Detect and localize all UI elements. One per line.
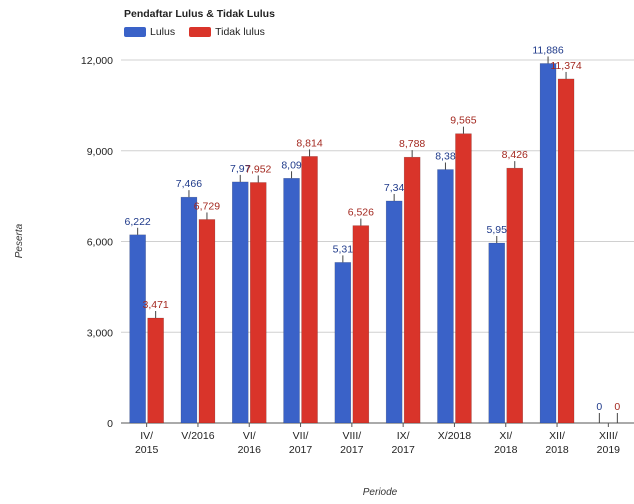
data-label-tidak-lulus: 9,565 xyxy=(450,115,476,127)
data-label-lulus: 8,09 xyxy=(281,159,302,171)
x-tick-label: V/2016 xyxy=(181,430,214,442)
x-tick-label: 2017 xyxy=(340,444,364,456)
legend: Lulus Tidak lulus xyxy=(124,26,265,38)
legend-swatch-tidak-lulus xyxy=(189,27,212,37)
x-tick-label: IV/ xyxy=(140,430,153,442)
data-label-lulus: 5,31 xyxy=(333,243,354,255)
data-label-lulus: 0 xyxy=(596,401,602,413)
data-label-lulus: 7,97 xyxy=(230,163,251,175)
x-tick-label: XIII/ xyxy=(599,430,618,442)
x-tick-label: VIII/ xyxy=(343,430,362,442)
data-label-lulus: 7,466 xyxy=(176,178,202,190)
legend-swatch-lulus xyxy=(124,27,146,37)
data-label-tidak-lulus: 0 xyxy=(614,401,620,413)
legend-label-lulus: Lulus xyxy=(150,26,176,38)
x-tick-label: 2017 xyxy=(289,444,313,456)
x-tick-label: 2018 xyxy=(494,444,518,456)
chart-title: Pendaftar Lulus & Tidak Lulus xyxy=(124,8,275,20)
bar-lulus xyxy=(488,242,505,424)
data-label-lulus: 6,222 xyxy=(125,216,151,228)
x-tick-label: VI/ xyxy=(243,430,256,442)
data-label-tidak-lulus: 7,952 xyxy=(245,163,271,175)
x-tick-label: IX/ xyxy=(397,430,410,442)
data-label-lulus: 7,34 xyxy=(384,182,405,194)
y-tick-label: 6,000 xyxy=(87,237,113,249)
x-tick-label: 2015 xyxy=(135,444,159,456)
bar-lulus xyxy=(180,196,198,424)
x-tick-label: 2018 xyxy=(545,444,569,456)
x-tick-label: 2017 xyxy=(391,444,415,456)
bar-tidak-lulus xyxy=(147,317,164,424)
data-label-tidak-lulus: 11,374 xyxy=(550,60,581,72)
x-tick-label: XI/ xyxy=(499,430,512,442)
legend-item-tidak-lulus: Tidak lulus xyxy=(189,26,265,38)
bar-lulus xyxy=(232,181,249,424)
data-label-lulus: 11,886 xyxy=(532,44,563,56)
y-tick-label: 12,000 xyxy=(81,55,113,67)
x-axis-title: Periode xyxy=(363,487,398,498)
y-tick-label: 0 xyxy=(107,418,113,430)
legend-item-lulus: Lulus xyxy=(124,26,175,38)
data-label-tidak-lulus: 8,426 xyxy=(502,149,528,161)
x-tick-label: X/2018 xyxy=(438,430,471,442)
data-label-tidak-lulus: 8,788 xyxy=(399,138,425,150)
bar-tidak-lulus xyxy=(557,78,575,424)
x-tick-label: 2019 xyxy=(597,444,621,456)
x-tick-label: VII/ xyxy=(293,430,309,442)
bar-lulus xyxy=(129,234,146,424)
bar-tidak-lulus xyxy=(301,156,318,424)
bar-lulus xyxy=(283,178,300,424)
data-label-tidak-lulus: 6,526 xyxy=(348,207,374,219)
x-tick-label: 2016 xyxy=(238,444,262,456)
y-axis-title: Peserta xyxy=(14,223,25,258)
bar-lulus xyxy=(334,262,352,424)
data-label-lulus: 5,95 xyxy=(487,224,508,236)
bar-lulus xyxy=(385,200,403,424)
bar-tidak-lulus xyxy=(198,219,216,424)
y-tick-label: 3,000 xyxy=(87,327,113,339)
data-label-tidak-lulus: 3,471 xyxy=(143,299,169,311)
legend-label-tidak-lulus: Tidak lulus xyxy=(215,26,265,38)
bar-tidak-lulus xyxy=(352,225,370,424)
bar-tidak-lulus xyxy=(506,167,523,424)
bar-tidak-lulus xyxy=(455,133,472,424)
bar-tidak-lulus xyxy=(403,156,421,424)
bar-tidak-lulus xyxy=(250,182,267,424)
y-tick-label: 9,000 xyxy=(87,146,113,158)
data-label-tidak-lulus: 8,814 xyxy=(296,137,322,149)
data-label-lulus: 8,38 xyxy=(435,151,456,163)
x-tick-label: XII/ xyxy=(549,430,565,442)
bar-lulus xyxy=(539,63,557,424)
data-label-tidak-lulus: 6,729 xyxy=(194,200,220,212)
bar-lulus xyxy=(437,169,454,424)
